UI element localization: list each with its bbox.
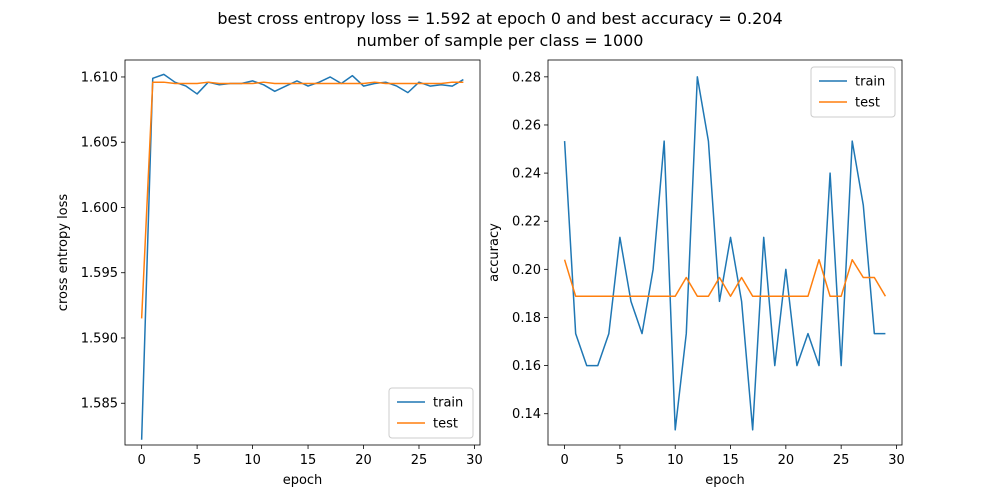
y-axis-label: accuracy: [487, 223, 502, 282]
legend-box: [810, 66, 896, 118]
x-axis-label: epoch: [705, 473, 745, 488]
series-line-train: [140, 73, 464, 440]
y-tick-label: 0.16: [512, 359, 541, 374]
series-line-test: [140, 81, 464, 319]
legend-box: [388, 387, 474, 439]
y-axis-label: cross entropy loss: [56, 194, 71, 312]
y-tick-label: 0.14: [512, 407, 541, 422]
y-tick-label: 1.600: [81, 201, 118, 216]
y-tick-label: 1.605: [81, 136, 118, 151]
legend-label-test: test: [433, 417, 458, 432]
y-tick-label: 1.610: [81, 70, 118, 85]
legend-label-train: train: [855, 75, 885, 90]
x-axis-label: epoch: [283, 473, 323, 488]
x-tick-label: 25: [411, 453, 428, 468]
x-tick-label: 15: [300, 453, 317, 468]
y-tick-label: 1.595: [81, 266, 118, 281]
x-tick-label: 0: [560, 453, 568, 468]
accuracy-chart-panel: 0 5 10 15 20 25 30 0.14 0.16 0.18 0.20 0.22 0.24 0.26…: [487, 59, 905, 488]
axes-frame: [547, 59, 903, 446]
y-tick-label: 0.18: [512, 311, 541, 326]
legend-label-test: test: [855, 96, 880, 111]
legend: train test: [388, 387, 474, 439]
x-tick-label: 30: [466, 453, 483, 468]
figure-title-line2: number of sample per class = 1000: [357, 31, 644, 50]
x-tick-label: 0: [138, 453, 146, 468]
x-tick-label: 20: [355, 453, 372, 468]
y-tick-label: 0.28: [512, 70, 541, 85]
y-tick-label: 1.585: [81, 397, 118, 412]
legend: train test: [810, 66, 896, 118]
y-tick-label: 1.590: [81, 331, 118, 346]
x-tick-label: 25: [833, 453, 850, 468]
y-tick-label: 0.22: [512, 215, 541, 230]
x-tick-label: 20: [778, 453, 795, 468]
series-line-test: [563, 258, 887, 298]
x-tick-label: 15: [722, 453, 739, 468]
x-tick-label: 10: [244, 453, 261, 468]
x-tick-label: 10: [667, 453, 684, 468]
y-tick-label: 0.24: [512, 167, 541, 182]
x-tick-label: 5: [616, 453, 624, 468]
y-tick-label: 0.26: [512, 118, 541, 133]
loss-chart-panel: 0 5 10 15 20 25 30 1.585 1.590 1.595 1.600 1.605 1.6…: [56, 59, 483, 488]
axes-frame: [124, 59, 481, 446]
x-tick-label: 5: [193, 453, 201, 468]
series-line-train: [563, 76, 886, 431]
figure-title-line1: best cross entropy loss = 1.592 at epoch…: [217, 9, 782, 28]
legend-label-train: train: [433, 396, 463, 411]
x-tick-label: 30: [888, 453, 905, 468]
y-tick-label: 0.20: [512, 263, 541, 278]
